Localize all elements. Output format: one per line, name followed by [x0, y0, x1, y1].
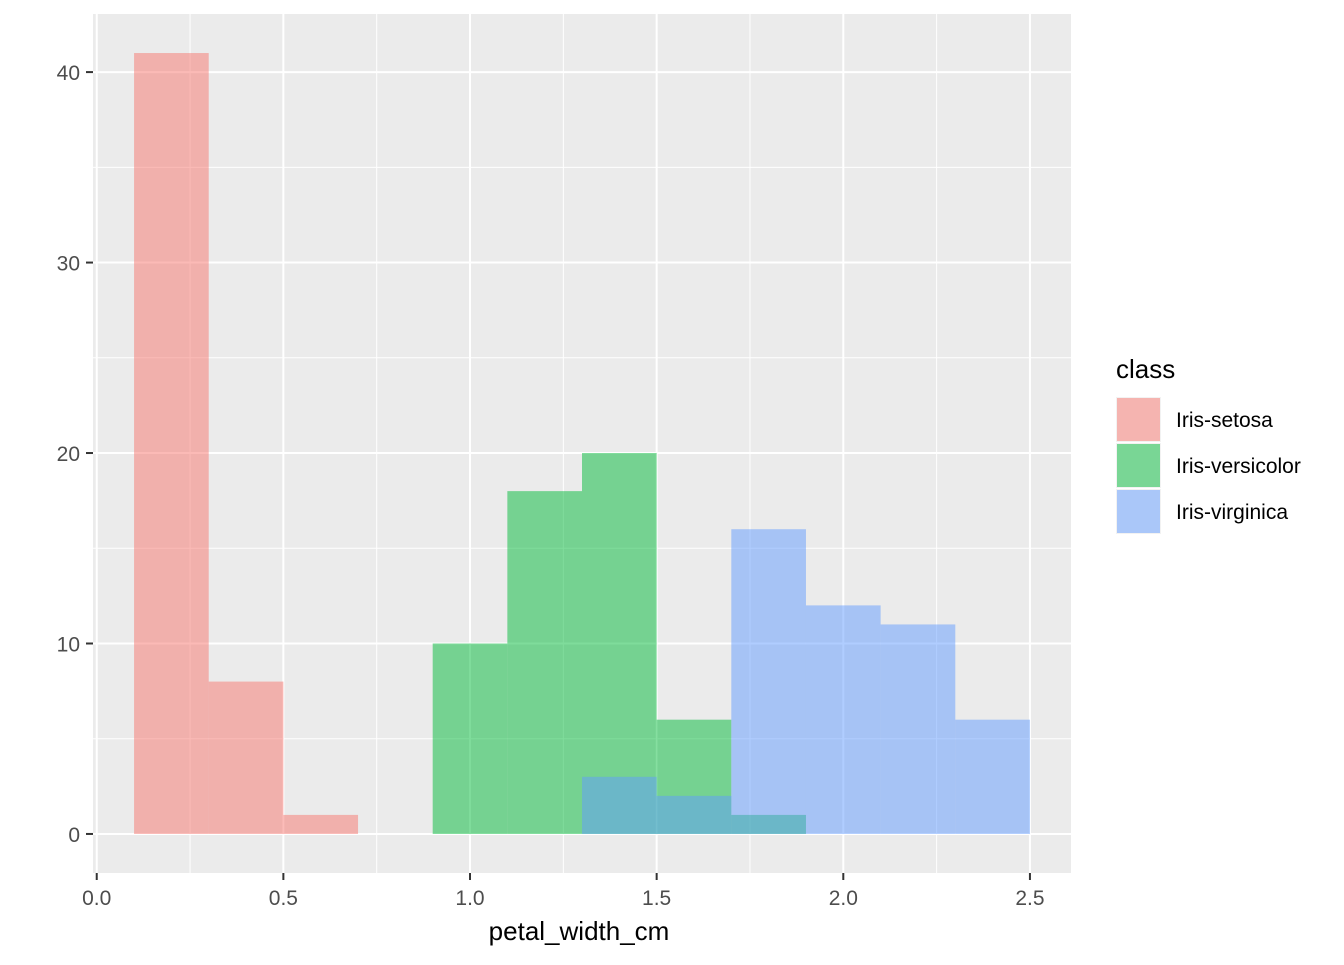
bar-iris-versicolor-2	[582, 453, 657, 834]
histogram-bars	[134, 53, 1030, 834]
bar-iris-virginica-5	[955, 719, 1030, 834]
y-tick-label: 0	[68, 824, 80, 847]
x-tick-label: 2.5	[1015, 887, 1044, 910]
legend-label-iris-virginica: Iris-virginica	[1176, 501, 1288, 524]
bar-iris-virginica-1	[656, 795, 732, 834]
legend-swatch-iris-setosa	[1117, 398, 1160, 441]
bar-iris-versicolor-1	[507, 491, 582, 834]
legend-swatch-iris-virginica	[1117, 490, 1160, 533]
x-axis: 0.0 0.5 1.0 1.5 2.0 2.5	[82, 873, 1045, 910]
legend-label-iris-setosa: Iris-setosa	[1176, 409, 1273, 432]
y-tick-label: 20	[57, 443, 80, 466]
bar-iris-setosa-1	[208, 681, 284, 834]
bar-iris-versicolor-0	[432, 643, 508, 834]
x-tick-label: 0.0	[82, 887, 111, 910]
bar-iris-setosa-2	[283, 814, 359, 834]
legend-label-iris-versicolor: Iris-versicolor	[1176, 455, 1301, 478]
x-tick-label: 2.0	[829, 887, 858, 910]
legend-title: class	[1116, 354, 1175, 384]
y-axis: 0 10 20 30 40	[57, 62, 93, 847]
bar-iris-setosa-0	[134, 53, 209, 834]
x-axis-title: petal_width_cm	[489, 916, 670, 946]
x-tick-label: 0.5	[269, 887, 298, 910]
x-tick-label: 1.0	[455, 887, 484, 910]
bar-iris-virginica-0	[582, 776, 657, 834]
bar-iris-virginica-2	[731, 529, 806, 834]
y-tick-label: 30	[57, 253, 80, 276]
legend-swatch-iris-versicolor	[1117, 444, 1160, 487]
legend: class Iris-setosa Iris-versicolor Iris-vir…	[1116, 354, 1301, 534]
y-tick-label: 40	[57, 62, 80, 85]
bar-iris-virginica-4	[880, 624, 956, 834]
y-tick-label: 10	[57, 633, 80, 656]
x-tick-label: 1.5	[642, 887, 671, 910]
bar-iris-virginica-3	[805, 605, 881, 834]
